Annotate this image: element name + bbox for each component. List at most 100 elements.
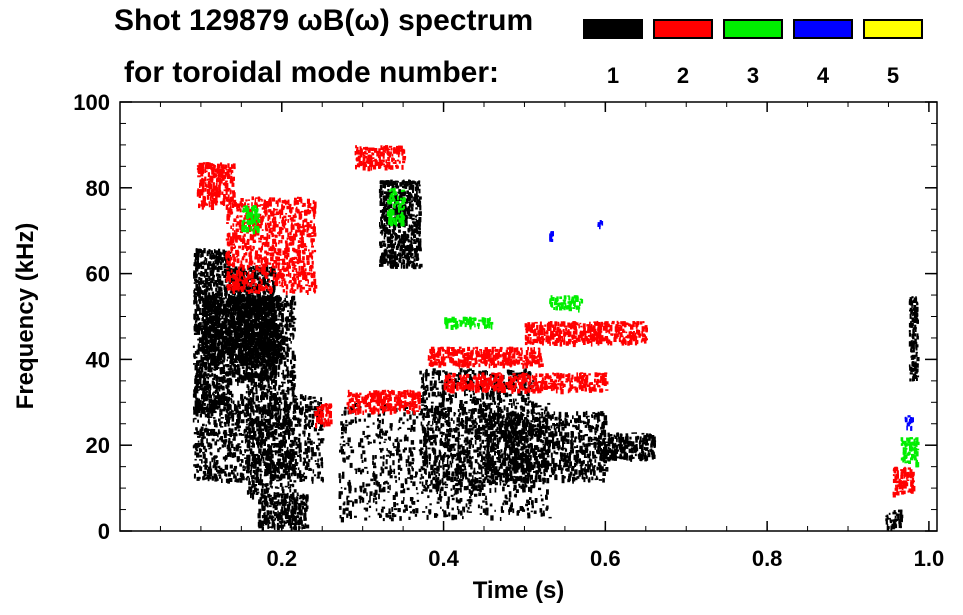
mode-1-region-6-point <box>413 264 417 270</box>
mode-1-region-5-point <box>320 397 323 402</box>
mode-1-region-3-point <box>276 336 280 340</box>
mode-1-region-5-point <box>320 457 323 462</box>
mode-1-region-2-point <box>237 369 241 376</box>
mode-1-region-3-point <box>270 393 273 399</box>
mode-1-region-6-point <box>409 253 412 258</box>
mode-1-region-5-point <box>223 429 227 433</box>
mode-1-region-5-point <box>233 404 237 408</box>
mode-1-region-5-point <box>255 471 258 477</box>
mode-1-region-0-point <box>211 380 214 386</box>
mode-1-region-2-point <box>267 359 271 363</box>
mode-1-region-0-point <box>193 282 197 284</box>
mode-1-region-3-point <box>247 300 251 305</box>
mode-1-region-3-point <box>249 427 251 431</box>
mode-1-region-6-point <box>388 202 391 208</box>
mode-1-region-5-point <box>273 401 277 406</box>
mode-1-region-5-point <box>217 448 220 453</box>
mode-1-region-3-point <box>271 424 274 430</box>
mode-1-region-3-point <box>284 394 287 396</box>
mode-1-region-5-point <box>207 412 210 419</box>
mode-1-region-3-point <box>247 443 251 448</box>
mode-1-region-4-point <box>291 517 295 522</box>
mode-1-region-2-point <box>262 363 266 369</box>
mode-1-region-0-point <box>193 317 196 321</box>
mode-1-region-3-point <box>290 421 293 425</box>
mode-1-region-0-point <box>214 390 217 394</box>
mode-1-region-2-point <box>231 330 236 333</box>
mode-1-region-0-point <box>193 409 197 415</box>
mode-1-region-0-point <box>221 315 224 320</box>
mode-1-region-0-point <box>218 248 221 253</box>
mode-1-region-4-point <box>263 499 267 502</box>
mode-1-region-0-point <box>206 279 208 283</box>
mode-1-region-4-point <box>271 520 275 524</box>
mode-1-region-2-point <box>239 359 242 363</box>
mode-1-region-5-point <box>204 463 207 468</box>
mode-1-region-0-point <box>199 371 201 377</box>
mode-1-region-5-point <box>293 464 295 468</box>
mode-1-region-4-point <box>281 518 284 523</box>
mode-1-region-1-point <box>202 312 206 315</box>
mode-1-region-1-point <box>203 297 205 302</box>
mode-1-region-5-point <box>262 448 266 452</box>
mode-1-region-5-point <box>238 433 242 436</box>
mode-1-region-3-point <box>280 453 284 457</box>
mode-1-region-3-point <box>276 307 280 311</box>
mode-1-region-1-point <box>245 308 248 311</box>
mode-1-region-1-point <box>280 335 283 339</box>
mode-1-region-5-point <box>203 436 206 439</box>
mode-1-region-5-point <box>245 403 249 409</box>
mode-1-region-4-point <box>302 494 306 500</box>
mode-1-region-3-point <box>285 390 289 392</box>
mode-1-region-0-point <box>193 272 195 276</box>
mode-1-region-1-point <box>218 308 222 311</box>
mode-1-region-5-point <box>246 475 250 478</box>
mode-1-region-5-point <box>277 458 281 463</box>
mode-1-region-3-point <box>274 406 278 412</box>
mode-1-region-5-point <box>285 427 288 432</box>
mode-1-region-3-point <box>252 454 256 459</box>
mode-1-region-1-point <box>223 345 225 351</box>
mode-1-region-3-point <box>291 332 294 336</box>
mode-1-region-0-point <box>204 268 208 274</box>
mode-1-region-5-point <box>303 424 307 430</box>
mode-1-region-1-point <box>217 346 220 352</box>
mode-1-region-5-point <box>223 441 227 445</box>
mode-1-region-0-point <box>198 367 202 370</box>
mode-1-region-0-point <box>223 269 227 274</box>
mode-1-region-5-point <box>210 428 214 432</box>
mode-1-region-5-point <box>259 468 262 471</box>
mode-1-region-3-point <box>256 488 259 491</box>
mode-1-region-3-point <box>250 492 253 496</box>
mode-1-region-5-point <box>207 471 211 474</box>
mode-1-region-4-point <box>290 513 293 518</box>
mode-1-region-1-point <box>217 311 220 316</box>
mode-1-region-0-point <box>198 283 200 289</box>
mode-1-region-0-point <box>196 258 199 264</box>
mode-1-region-2-point <box>263 314 267 318</box>
mode-1-region-5-point <box>286 462 289 468</box>
mode-1-region-3-point <box>260 336 263 339</box>
mode-1-region-5-point <box>220 417 224 419</box>
mode-1-region-3-point <box>257 340 259 346</box>
mode-1-region-3-point <box>282 394 286 400</box>
mode-1-region-2-point <box>230 345 232 349</box>
mode-1-region-5-point <box>260 454 263 459</box>
mode-1-region-3-point <box>285 320 288 326</box>
mode-1-region-6-point <box>398 229 401 233</box>
mode-1-region-0-point <box>195 397 199 403</box>
mode-1-region-3-point <box>247 366 251 369</box>
mode-1-region-0-point <box>200 387 204 391</box>
mode-1-region-4-point <box>261 505 265 511</box>
mode-1-region-2-point <box>241 270 245 277</box>
mode-1-region-3-point <box>254 347 258 352</box>
mode-1-region-1-point <box>247 313 250 319</box>
mode-1-region-2-point <box>251 349 254 355</box>
mode-1-region-0-point <box>208 395 212 398</box>
mode-1-region-1-point <box>210 349 213 353</box>
mode-1-region-5-point <box>237 443 241 445</box>
mode-1-region-0-point <box>201 395 203 400</box>
mode-1-region-5-point <box>307 421 311 424</box>
mode-1-region-4-point <box>276 495 280 497</box>
mode-1-region-3-point <box>246 431 249 437</box>
